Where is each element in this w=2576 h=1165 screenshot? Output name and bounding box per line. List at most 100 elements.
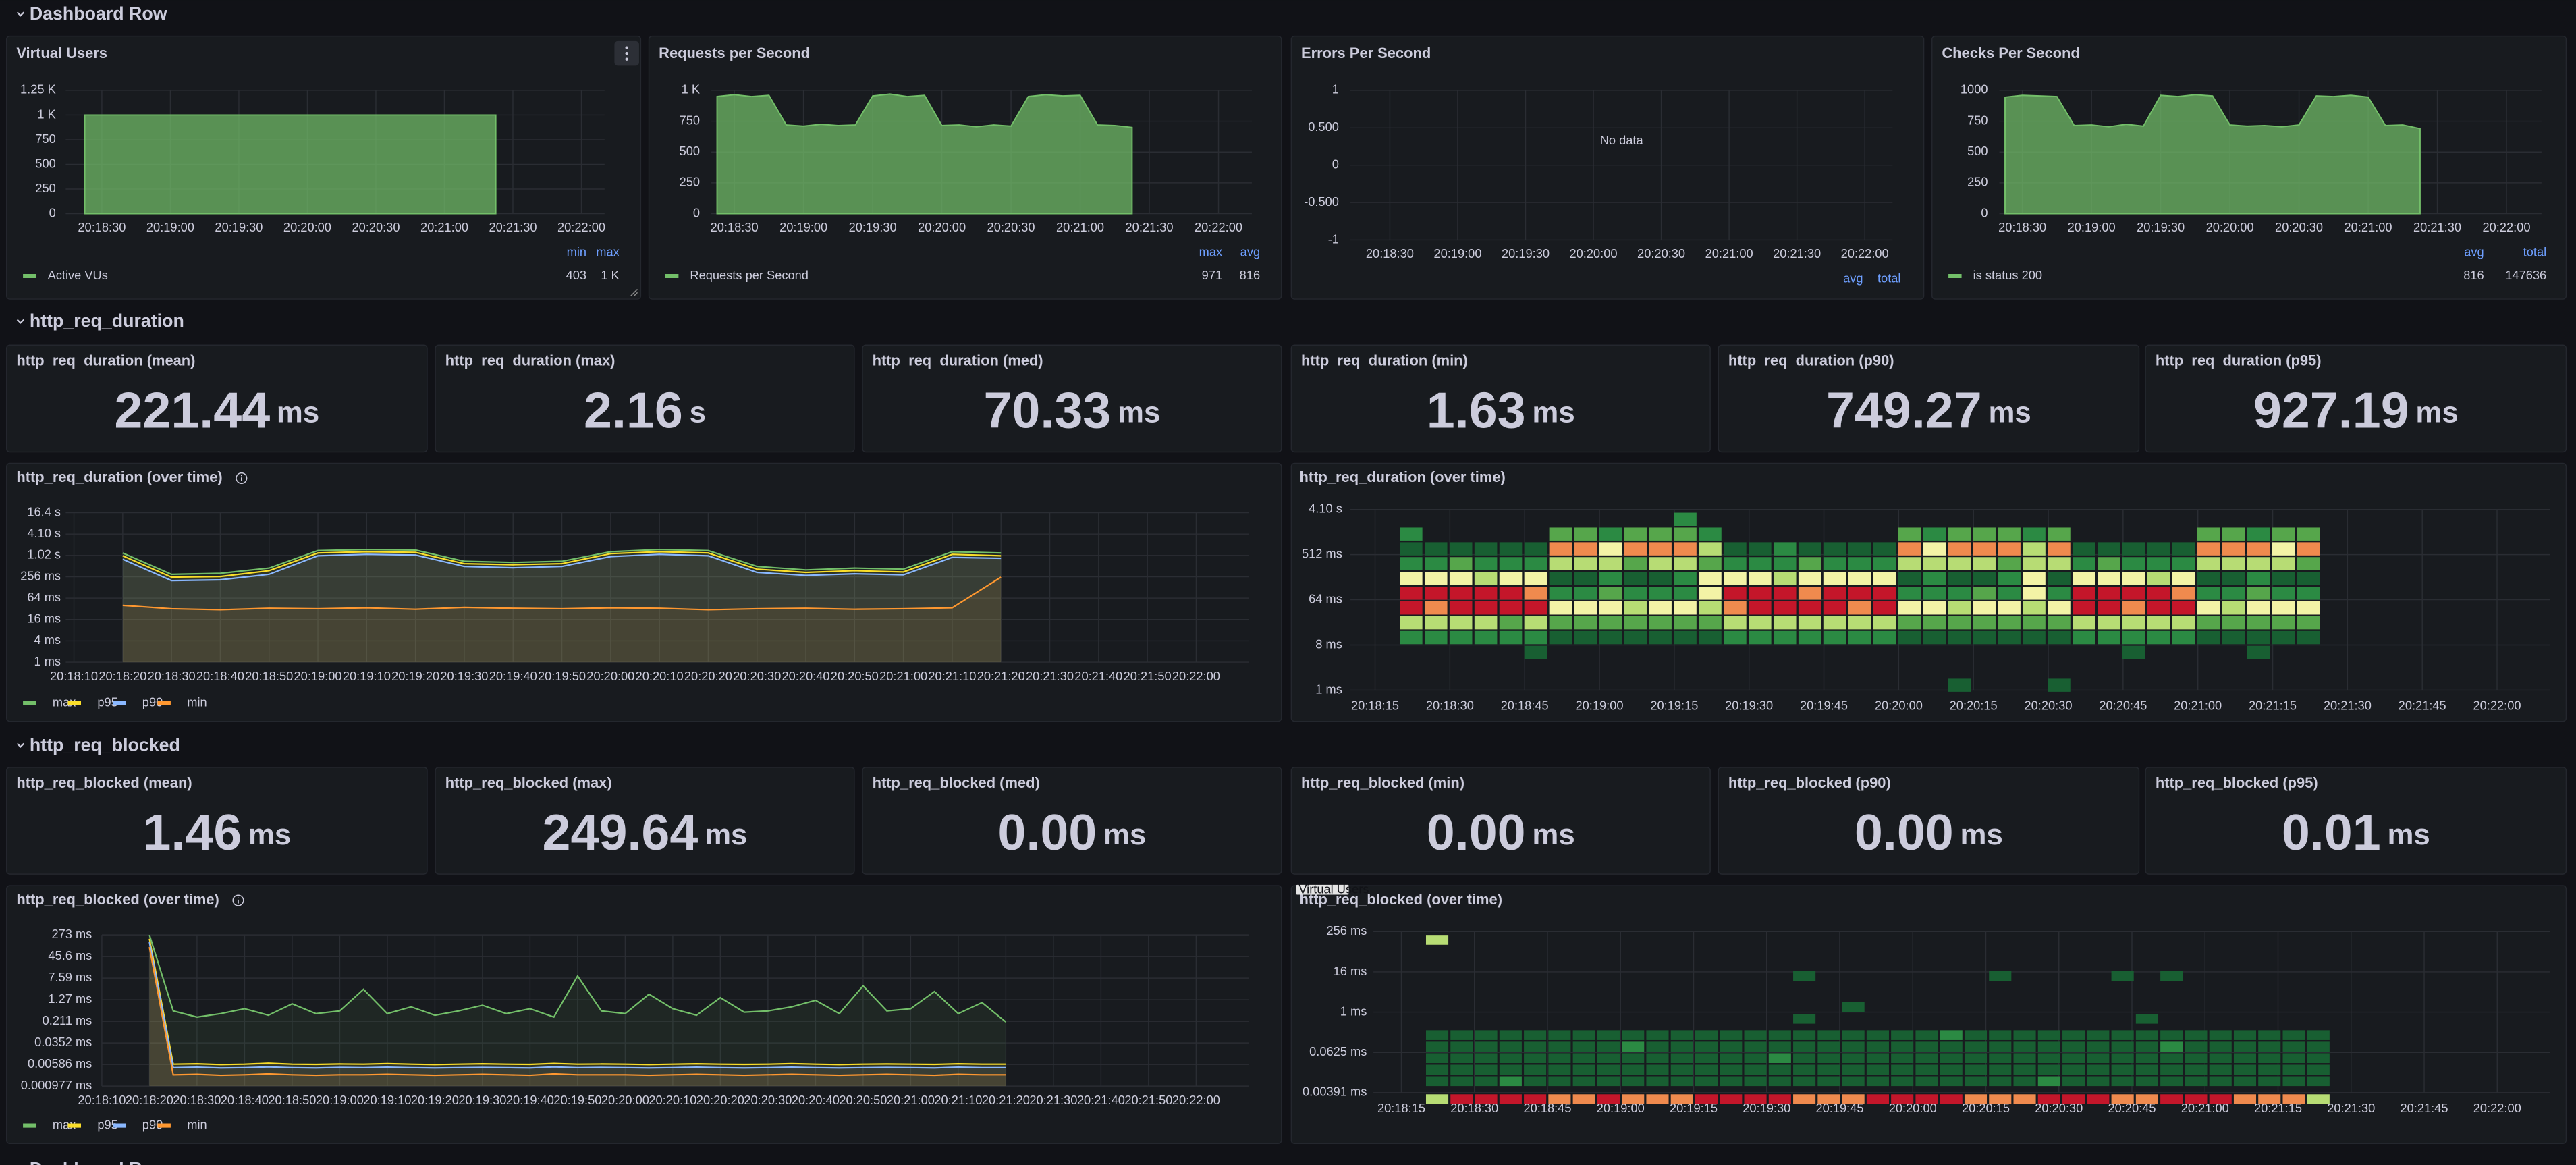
heatmap-cell <box>1948 572 1971 585</box>
heatmap-cell <box>2233 1041 2257 1052</box>
panel-title[interactable]: Checks Per Second <box>1942 45 2079 61</box>
row-chevron[interactable] <box>16 742 25 748</box>
info-icon[interactable] <box>232 894 244 906</box>
legend-name[interactable]: p95 <box>97 695 117 709</box>
legend-value: 403 <box>566 268 586 282</box>
x-tick-label: 20:19:15 <box>1650 699 1698 713</box>
stat-value: 249.64 ms <box>543 804 748 861</box>
heatmap-cell <box>1449 616 1473 630</box>
heatmap-cell <box>1923 557 1946 570</box>
legend-name[interactable]: Requests per Second <box>690 268 809 282</box>
heatmap-cell <box>1842 1076 1865 1087</box>
x-tick-label: 20:20:20 <box>696 1093 744 1107</box>
x-tick-label: 20:18:30 <box>78 220 126 234</box>
heatmap-cell <box>1793 1076 1816 1087</box>
heatmap-cell <box>2222 542 2245 556</box>
legend-name[interactable]: p90 <box>142 1117 163 1131</box>
row-title[interactable]: http_req_blocked <box>30 734 180 755</box>
row-chevron[interactable] <box>16 319 25 324</box>
x-tick-label: 20:22:00 <box>2473 1101 2521 1115</box>
info-icon[interactable] <box>236 472 248 484</box>
x-tick-label: 20:20:00 <box>283 220 331 234</box>
heatmap-cell <box>1873 557 1896 570</box>
heatmap-cell <box>1848 601 1871 615</box>
panel-title[interactable]: http_req_blocked (max) <box>445 774 612 791</box>
resize-handle[interactable] <box>630 288 638 296</box>
row-title[interactable]: Dashboard Row <box>30 1158 167 1165</box>
stat-unit: ms <box>705 818 747 851</box>
heatmap-cell <box>1744 1064 1767 1075</box>
legend-header[interactable]: max <box>1199 245 1222 259</box>
legend-header[interactable]: min <box>567 245 586 259</box>
heatmap-cell <box>1475 1094 1498 1104</box>
x-tick-label: 20:20:30 <box>2275 220 2323 234</box>
x-tick-label: 20:22:00 <box>1195 220 1242 234</box>
panel-title[interactable]: http_req_duration (over time) <box>1300 468 1506 485</box>
x-tick-label: 20:21:00 <box>2181 1101 2229 1115</box>
panel-title[interactable]: http_req_blocked (mean) <box>16 774 192 791</box>
panel-title[interactable]: http_req_duration (p95) <box>2156 352 2322 369</box>
row-title[interactable]: Dashboard Row <box>30 3 167 24</box>
legend-header[interactable]: avg <box>1843 271 1863 286</box>
x-tick-label: 20:19:30 <box>440 669 488 683</box>
legend-name[interactable]: p90 <box>142 695 163 709</box>
heatmap-cell <box>1773 572 1797 585</box>
legend-name[interactable]: min <box>187 1117 207 1131</box>
panel-title[interactable]: http_req_blocked (over time) <box>16 891 219 908</box>
legend-header[interactable]: total <box>1878 271 1901 286</box>
panel-title[interactable]: http_req_blocked (min) <box>1301 774 1464 791</box>
row-title[interactable]: http_req_duration <box>30 310 184 331</box>
panel-title[interactable]: http_req_duration (min) <box>1301 352 1468 369</box>
legend-name[interactable]: max <box>53 1117 76 1131</box>
panel-title[interactable]: http_req_duration (max) <box>445 352 615 369</box>
legend-name[interactable]: p95 <box>97 1117 117 1131</box>
heatmap-cell <box>1425 1053 1449 1064</box>
heatmap-cell <box>1749 542 1772 556</box>
panel-title[interactable]: http_req_duration (med) <box>873 352 1043 369</box>
series-line <box>148 938 1006 1066</box>
heatmap-cell <box>2297 572 2320 585</box>
panel-title[interactable]: http_req_blocked (p95) <box>2156 774 2318 791</box>
legend-header[interactable]: avg <box>2464 245 2484 259</box>
heatmap-cell <box>2272 616 2295 630</box>
heatmap-cell <box>1699 587 1722 600</box>
panel-title[interactable]: http_req_duration (p90) <box>1728 352 1894 369</box>
y-tick-label: 16 ms <box>1334 964 1367 978</box>
heatmap-cell <box>2222 527 2245 541</box>
x-tick-label: 20:21:30 <box>2327 1101 2375 1115</box>
legend-name[interactable]: Active VUs <box>48 268 108 282</box>
heatmap-cell <box>1524 601 1547 615</box>
legend-name[interactable]: max <box>53 695 76 709</box>
legend-name[interactable]: min <box>187 695 207 709</box>
panel-title[interactable]: http_req_blocked (med) <box>873 774 1040 791</box>
heatmap-cell <box>1724 572 1747 585</box>
legend-header[interactable]: total <box>2523 245 2547 259</box>
area <box>84 114 497 215</box>
heatmap-cell <box>2297 557 2320 570</box>
heatmap-cell <box>1474 542 1498 556</box>
heatmap-cell <box>1817 1030 1840 1040</box>
heatmap-cell <box>2087 1041 2110 1052</box>
heatmap-cell <box>1622 1094 1645 1104</box>
heatmap-cell <box>1599 557 1622 570</box>
panel-title[interactable]: http_req_duration (mean) <box>16 352 195 369</box>
heatmap-cell <box>1998 557 2021 570</box>
heatmap-cell <box>1400 557 1423 570</box>
x-tick-label: 20:18:30 <box>148 669 196 683</box>
panel-title[interactable]: http_req_blocked (p90) <box>1728 774 1891 791</box>
panel-title[interactable]: Requests per Second <box>659 45 810 61</box>
legend-name[interactable]: is status 200 <box>1973 268 2042 282</box>
x-tick-label: 20:20:30 <box>987 220 1035 234</box>
stat-unit: ms <box>1118 396 1160 429</box>
x-tick-label: 20:20:30 <box>744 1093 792 1107</box>
panel-title[interactable]: Errors Per Second <box>1301 45 1431 61</box>
panel <box>1290 35 1925 300</box>
heatmap-cell <box>1499 616 1523 630</box>
legend-header[interactable]: max <box>596 245 619 259</box>
panel-title[interactable]: http_req_duration (over time) <box>16 468 222 485</box>
panel-title[interactable]: Virtual Users <box>16 45 107 61</box>
heatmap-cell <box>1450 1094 1473 1104</box>
legend-header[interactable]: avg <box>1240 245 1260 259</box>
x-tick-label: 20:21:45 <box>2400 1101 2448 1115</box>
row-chevron[interactable] <box>16 11 25 17</box>
